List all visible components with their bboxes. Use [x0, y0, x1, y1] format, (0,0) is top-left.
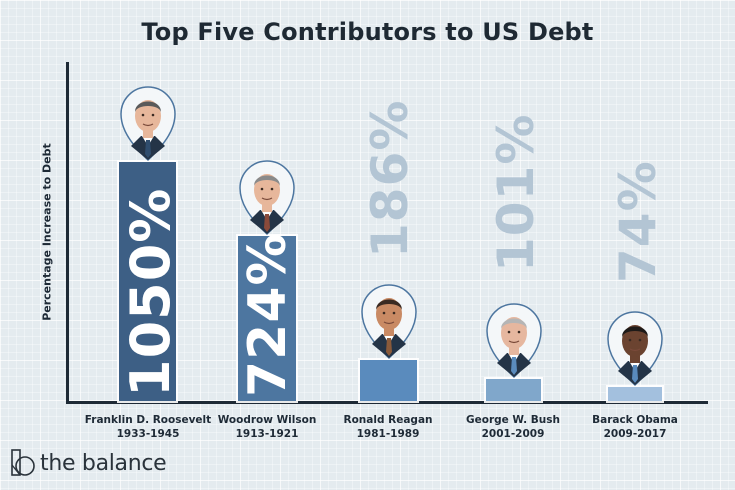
bar-value-label: 101%	[487, 113, 545, 272]
president-years: 1933-1945	[116, 428, 180, 440]
x-label-1: Woodrow Wilson 1913-1921	[192, 413, 342, 441]
president-years: 1981-1989	[356, 428, 420, 440]
x-axis	[66, 401, 708, 404]
president-name: Barack Obama	[592, 414, 678, 426]
x-label-0: Franklin D. Roosevelt 1933-1945	[73, 413, 223, 441]
x-label-4: Barack Obama 2009-2017	[560, 413, 710, 441]
bar-3	[486, 379, 541, 401]
bar-value-label: 1050%	[119, 187, 182, 397]
brand-logo: the balance	[10, 449, 167, 477]
bar-value-label: 186%	[361, 99, 419, 258]
president-years: 2001-2009	[481, 428, 545, 440]
president-name: Ronald Reagan	[343, 414, 433, 426]
wilson-portrait-icon	[238, 158, 296, 236]
brand-name: the balance	[40, 450, 167, 476]
bar-0	[119, 162, 176, 401]
president-name: Franklin D. Roosevelt	[84, 414, 212, 426]
bar-value-label: 724%	[238, 232, 298, 397]
bar-2	[360, 360, 417, 401]
y-axis-label: Percentage Increase to Debt	[40, 143, 54, 321]
obama-portrait-icon	[606, 309, 664, 387]
bush-portrait-icon	[485, 301, 543, 379]
bar-1	[238, 236, 296, 401]
reagan-portrait-icon	[360, 282, 418, 360]
x-label-3: George W. Bush 2001-2009	[438, 413, 588, 441]
bar-4	[608, 387, 662, 401]
president-name: George W. Bush	[466, 414, 560, 426]
y-axis	[66, 62, 69, 404]
president-years: 1913-1921	[235, 428, 299, 440]
x-label-2: Ronald Reagan 1981-1989	[313, 413, 463, 441]
fdr-portrait-icon	[119, 84, 177, 162]
the-balance-logo-icon	[11, 449, 35, 476]
chart-title: Top Five Contributors to US Debt	[141, 18, 594, 46]
president-name: Woodrow Wilson	[217, 414, 317, 426]
bar-value-label: 74%	[609, 160, 667, 283]
president-years: 2009-2017	[603, 428, 667, 440]
